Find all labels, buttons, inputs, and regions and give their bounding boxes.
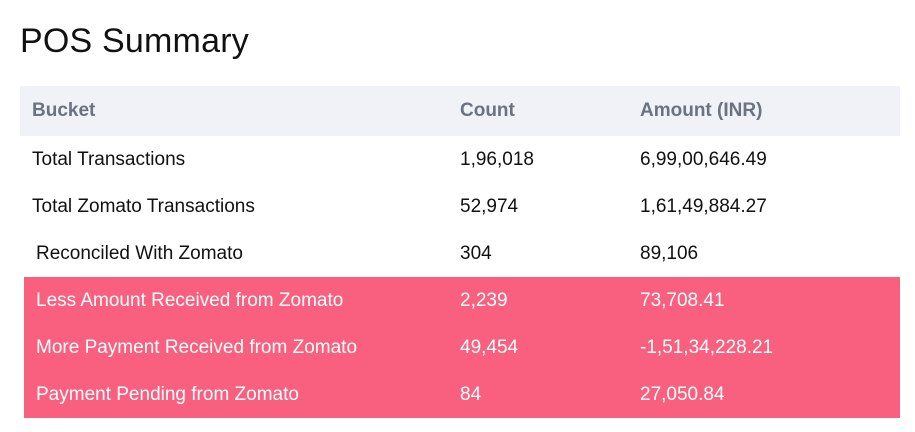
header-count: Count xyxy=(460,100,515,121)
bucket-cell: More Payment Received from Zomato xyxy=(36,336,358,358)
count-cell: 304 xyxy=(460,242,492,264)
header-amount: Amount (INR) xyxy=(640,100,763,121)
table-row: More Payment Received from Zomato 49,454… xyxy=(24,324,900,371)
page-title: POS Summary xyxy=(20,22,249,60)
bucket-cell: Total Zomato Transactions xyxy=(32,195,255,217)
count-cell: 49,454 xyxy=(460,336,519,358)
amount-cell: 89,106 xyxy=(640,242,699,264)
amount-cell: 6,99,00,646.49 xyxy=(640,148,767,170)
highlighted-rows: Less Amount Received from Zomato 2,239 7… xyxy=(24,277,900,418)
count-cell: 52,974 xyxy=(460,195,519,217)
bucket-cell: Less Amount Received from Zomato xyxy=(36,289,344,311)
bucket-cell: Total Transactions xyxy=(32,148,186,170)
table-row: Total Zomato Transactions 52,974 1,61,49… xyxy=(20,183,900,230)
table-row: Reconciled With Zomato 304 89,106 xyxy=(20,230,900,277)
table-row: Total Transactions 1,96,018 6,99,00,646.… xyxy=(20,136,900,183)
amount-cell: 73,708.41 xyxy=(640,289,725,311)
amount-cell: -1,51,34,228.21 xyxy=(640,336,774,358)
table-row: Payment Pending from Zomato 84 27,050.84 xyxy=(24,371,900,418)
count-cell: 2,239 xyxy=(460,289,508,311)
amount-cell: 27,050.84 xyxy=(640,383,725,405)
bucket-cell: Reconciled With Zomato xyxy=(36,242,243,264)
count-cell: 84 xyxy=(460,383,482,405)
summary-table: Bucket Count Amount (INR) Total Transact… xyxy=(20,86,900,418)
count-cell: 1,96,018 xyxy=(460,148,534,170)
table-header: Bucket Count Amount (INR) xyxy=(20,86,900,136)
header-bucket: Bucket xyxy=(32,100,96,121)
table-row: Less Amount Received from Zomato 2,239 7… xyxy=(24,277,900,324)
amount-cell: 1,61,49,884.27 xyxy=(640,195,767,217)
bucket-cell: Payment Pending from Zomato xyxy=(36,383,299,405)
